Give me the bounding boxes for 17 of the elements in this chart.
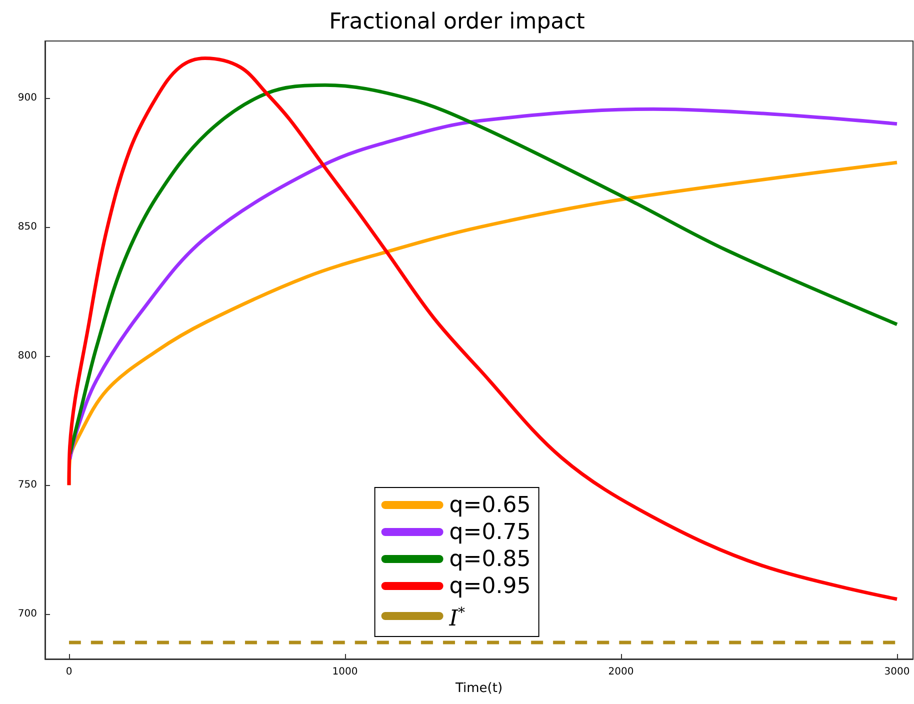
y-tick-label: 900 (18, 92, 37, 104)
y-tick-label: 800 (18, 350, 37, 362)
y-tick-label: 850 (18, 222, 37, 233)
line-series (67, 56, 899, 601)
legend-label: q=0.65 (449, 492, 531, 519)
x-tick-label: 0 (66, 666, 72, 678)
legend-label: I$^{*}$ (449, 604, 466, 632)
x-axis-title: Time(t) (454, 680, 503, 696)
y-tick-label: 750 (18, 480, 37, 491)
x-tick-label: 1000 (332, 666, 358, 678)
legend-label: q=0.75 (449, 518, 531, 546)
legend-label: q=0.85 (449, 546, 531, 573)
chart-title: Fractional order impact (329, 10, 586, 34)
legend-label: q=0.95 (449, 572, 531, 600)
x-tick-label: 3000 (884, 666, 910, 678)
x-tick-label: 2000 (608, 666, 634, 678)
y-tick-label: 700 (18, 608, 37, 620)
